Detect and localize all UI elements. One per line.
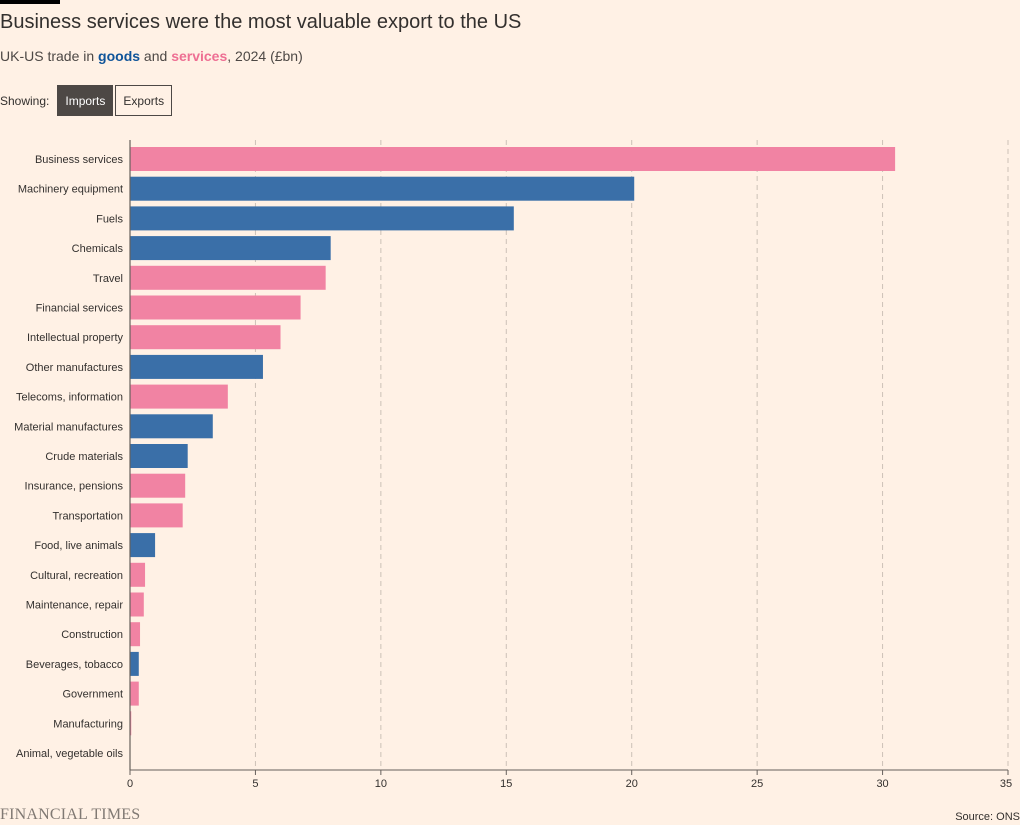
category-label: Government xyxy=(62,689,123,701)
subtitle-prefix: UK-US trade in xyxy=(0,48,99,64)
category-label: Business services xyxy=(35,154,124,166)
bar xyxy=(130,206,514,231)
category-label: Other manufactures xyxy=(26,362,124,374)
bar xyxy=(130,236,331,261)
category-label: Beverages, tobacco xyxy=(26,659,123,671)
category-label: Maintenance, repair xyxy=(26,600,124,612)
x-tick-label: 10 xyxy=(375,778,387,790)
bar xyxy=(130,533,156,558)
bar xyxy=(130,265,326,290)
bar xyxy=(130,444,188,468)
subtitle-suffix: , 2024 (£bn) xyxy=(227,48,303,64)
x-tick-label: 0 xyxy=(127,778,133,790)
source-note: Source: ONS xyxy=(955,811,1020,823)
chart-subtitle: UK-US trade in goods and services, 2024 … xyxy=(0,48,303,64)
chart-title: Business services were the most valuable… xyxy=(0,11,522,33)
category-label: Insurance, pensions xyxy=(25,481,124,493)
category-label: Telecoms, information xyxy=(16,392,123,404)
category-label: Financial services xyxy=(36,303,124,315)
exports-button[interactable]: Exports xyxy=(115,85,173,116)
bar xyxy=(130,592,144,617)
category-label: Crude materials xyxy=(45,451,123,463)
ft-brand-logo: FINANCIAL TIMES xyxy=(0,806,141,823)
category-label: Chemicals xyxy=(72,243,124,255)
view-toggle: Showing: Imports Exports xyxy=(0,85,173,116)
category-label: Food, live animals xyxy=(34,540,123,552)
bar xyxy=(130,414,213,439)
category-label: Animal, vegetable oils xyxy=(16,748,124,760)
category-label: Construction xyxy=(61,629,123,641)
category-label: Fuels xyxy=(96,213,123,225)
subtitle-services: services xyxy=(171,48,228,64)
x-tick-label: 30 xyxy=(876,778,888,790)
x-tick-label: 25 xyxy=(751,778,763,790)
bar xyxy=(130,325,281,350)
category-label: Machinery equipment xyxy=(18,184,123,196)
bar xyxy=(130,503,183,528)
bar xyxy=(130,147,896,171)
category-label: Manufacturing xyxy=(53,718,123,730)
bar xyxy=(130,354,263,379)
category-label: Cultural, recreation xyxy=(30,570,123,582)
bar xyxy=(130,176,635,201)
bar xyxy=(130,295,301,320)
bar xyxy=(130,711,132,736)
bar xyxy=(130,473,186,498)
bar xyxy=(130,384,228,409)
imports-button[interactable]: Imports xyxy=(57,85,114,116)
bar xyxy=(130,681,139,706)
category-label: Material manufactures xyxy=(14,421,123,433)
x-tick-label: 20 xyxy=(626,778,638,790)
category-label: Travel xyxy=(93,273,123,285)
x-tick-label: 15 xyxy=(500,778,512,790)
subtitle-and: and xyxy=(140,48,172,64)
bar xyxy=(130,651,139,676)
x-tick-label: 35 xyxy=(1000,778,1012,790)
bar-chart: Business services Machinery equipment Fuel… xyxy=(14,140,1012,790)
top-accent-bar xyxy=(0,0,60,4)
showing-label: Showing: xyxy=(0,93,50,108)
subtitle-goods: goods xyxy=(98,48,141,64)
category-label: Intellectual property xyxy=(27,332,123,344)
x-tick-label: 5 xyxy=(252,778,258,790)
bar xyxy=(130,562,146,587)
bar xyxy=(130,622,141,647)
category-label: Transportation xyxy=(52,510,123,522)
